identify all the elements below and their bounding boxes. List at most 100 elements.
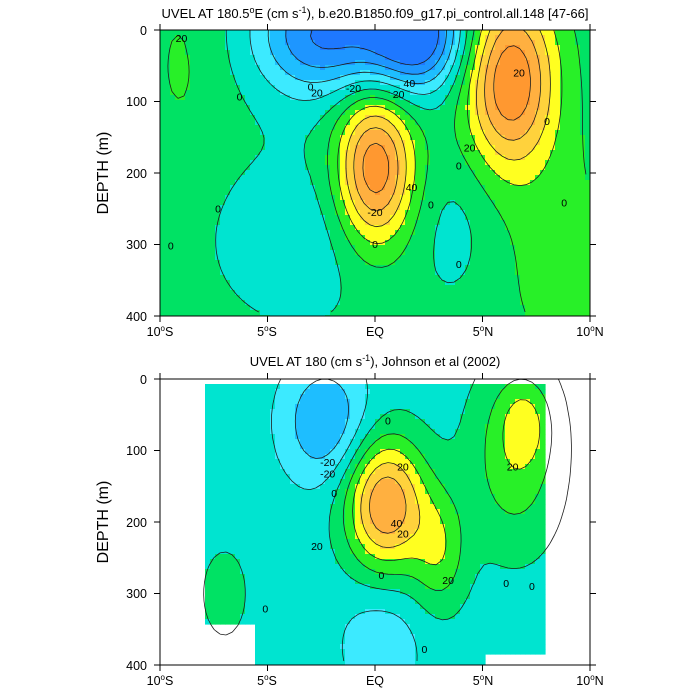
contour-cell bbox=[435, 290, 441, 296]
contour-cell bbox=[235, 235, 241, 241]
contour-cell bbox=[345, 185, 351, 191]
contour-cell bbox=[200, 270, 206, 276]
contour-cell bbox=[290, 290, 296, 296]
contour-cell bbox=[475, 125, 481, 131]
contour-cell bbox=[585, 95, 590, 101]
contour-cell bbox=[170, 225, 176, 231]
contour-cell bbox=[175, 120, 181, 126]
contour-cell bbox=[330, 280, 336, 286]
contour-cell bbox=[235, 160, 241, 166]
contour-cell bbox=[535, 95, 541, 101]
contour-cell bbox=[530, 195, 536, 201]
contour-cell bbox=[335, 115, 341, 121]
contour-cell bbox=[555, 260, 561, 266]
contour-cell bbox=[515, 75, 521, 81]
contour-cell bbox=[330, 205, 336, 211]
contour-cell bbox=[355, 270, 361, 276]
contour-cell bbox=[340, 35, 346, 41]
contour-cell bbox=[275, 140, 281, 146]
contour-cell bbox=[435, 150, 441, 156]
contour-cell bbox=[270, 135, 276, 141]
contour-cell bbox=[265, 235, 271, 241]
contour-cell bbox=[555, 125, 561, 131]
contour-cell bbox=[555, 200, 561, 206]
contour-cell bbox=[195, 245, 201, 251]
contour-cell bbox=[445, 255, 451, 261]
contour-cell bbox=[420, 255, 426, 261]
contour-cell bbox=[425, 170, 431, 176]
contour-cell bbox=[430, 260, 436, 266]
contour-cell bbox=[420, 110, 426, 116]
contour-cell bbox=[525, 130, 531, 136]
contour-cell bbox=[470, 70, 476, 76]
contour-cell bbox=[400, 170, 406, 176]
contour-cell bbox=[345, 160, 351, 166]
contour-cell bbox=[185, 265, 191, 271]
contour-cell bbox=[530, 235, 536, 241]
contour-cell bbox=[475, 205, 481, 211]
contour-cell bbox=[430, 290, 436, 296]
contour-cell bbox=[320, 200, 326, 206]
contour-cell bbox=[380, 110, 386, 116]
contour-cell bbox=[295, 75, 301, 81]
contour-cell bbox=[420, 90, 426, 96]
contour-cell bbox=[195, 230, 201, 236]
contour-cell bbox=[495, 280, 501, 286]
contour-cell bbox=[540, 175, 546, 181]
contour-cell bbox=[560, 285, 566, 291]
contour-cell bbox=[205, 290, 211, 296]
contour-cell bbox=[245, 75, 251, 81]
contour-cell bbox=[310, 90, 316, 96]
contour-cell bbox=[485, 140, 491, 146]
contour-cell bbox=[190, 110, 196, 116]
contour-cell bbox=[485, 175, 491, 181]
contour-cell bbox=[470, 60, 476, 66]
contour-cell bbox=[480, 255, 486, 261]
contour-cell bbox=[285, 100, 291, 106]
contour-cell bbox=[375, 40, 381, 46]
contour-cell bbox=[370, 120, 376, 126]
contour-cell bbox=[180, 50, 186, 56]
contour-cell bbox=[575, 195, 581, 201]
contour-cell bbox=[275, 170, 281, 176]
contour-cell bbox=[405, 290, 411, 296]
contour-cell bbox=[375, 120, 381, 126]
contour-cell bbox=[205, 60, 211, 66]
contour-cell bbox=[250, 100, 256, 106]
contour-cell bbox=[285, 260, 291, 266]
contour-cell bbox=[230, 295, 236, 301]
contour-cell bbox=[520, 310, 526, 316]
contour-cell bbox=[165, 50, 171, 56]
contour-cell bbox=[345, 130, 351, 136]
contour-cell bbox=[585, 85, 590, 91]
contour-cell bbox=[270, 195, 276, 201]
contour-cell bbox=[225, 260, 231, 266]
contour-cell bbox=[450, 280, 456, 286]
contour-cell bbox=[160, 90, 166, 96]
contour-cell bbox=[500, 170, 506, 176]
contour-cell bbox=[340, 295, 346, 301]
contour-cell bbox=[555, 305, 561, 311]
contour-cell bbox=[210, 225, 216, 231]
contour-cell bbox=[480, 215, 486, 221]
contour-cell bbox=[510, 195, 516, 201]
contour-cell bbox=[240, 120, 246, 126]
contour-cell bbox=[465, 215, 471, 221]
contour-cell bbox=[245, 205, 251, 211]
contour-cell bbox=[195, 310, 201, 316]
contour-cell bbox=[305, 120, 311, 126]
contour-cell bbox=[450, 195, 456, 201]
contour-cell bbox=[580, 195, 586, 201]
contour-cell bbox=[180, 40, 186, 46]
contour-cell bbox=[560, 115, 566, 121]
contour-cell bbox=[365, 100, 371, 106]
contour-cell bbox=[435, 215, 441, 221]
contour-cell bbox=[265, 295, 271, 301]
contour-cell bbox=[305, 160, 311, 166]
contour-cell bbox=[425, 120, 431, 126]
contour-cell bbox=[540, 185, 546, 191]
contour-cell bbox=[375, 305, 381, 311]
contour-cell bbox=[200, 185, 206, 191]
contour-cell bbox=[210, 300, 216, 306]
